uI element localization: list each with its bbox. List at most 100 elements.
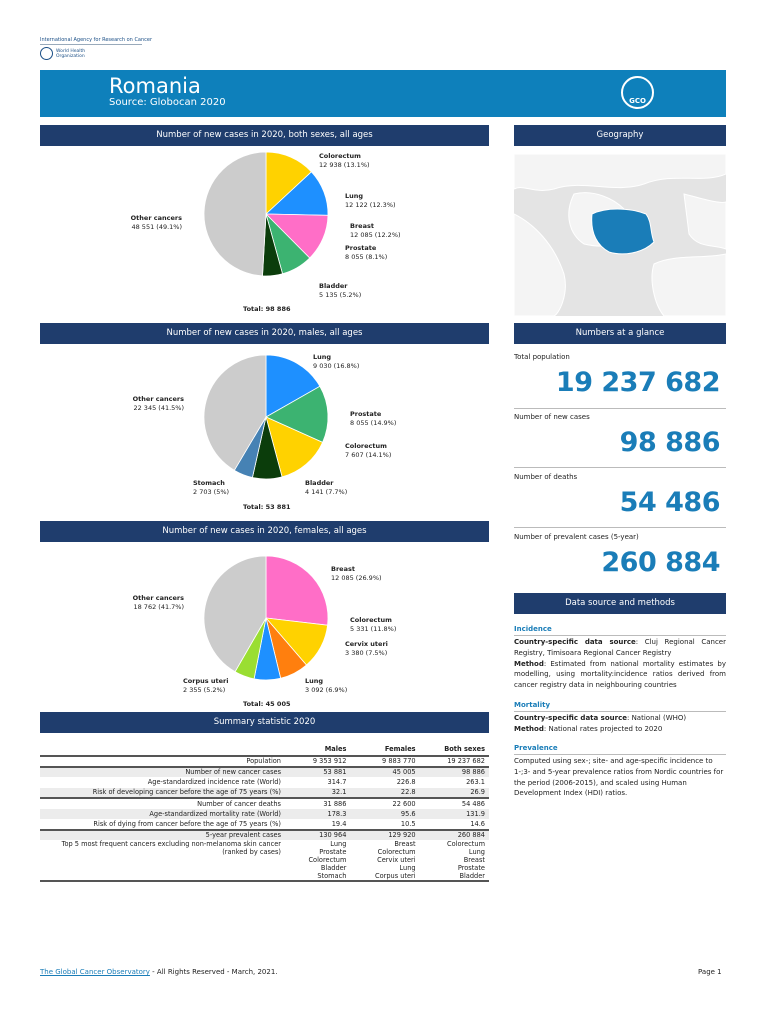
page-header: Romania Source: Globocan 2020 GCO — [40, 70, 726, 117]
pie-females-title: Number of new cases in 2020, females, al… — [40, 521, 489, 542]
table-row: Population 9 353 912 9 883 770 19 237 682 — [40, 756, 489, 767]
pie-label: Other cancers 18 762 (41.7%) — [132, 594, 184, 611]
divider — [514, 467, 726, 468]
table-cell: 95.6 — [350, 808, 420, 819]
pie-slice-other-cancers — [203, 555, 267, 673]
top5-females: Breast Colorectum Cervix uteri Lung Corpus u… — [350, 840, 420, 882]
pie-label: Lung 3 092 (6.9%) — [305, 677, 348, 694]
pie-label: Lung 12 122 (12.3%) — [345, 192, 396, 209]
col-both: Both sexes — [419, 742, 489, 757]
table-row: Age-standardized incidence rate (World) 3… — [40, 777, 489, 788]
pie-label: Colorectum 7 607 (14.1%) — [345, 442, 392, 459]
pie-slice-breast — [265, 555, 329, 626]
prevalence-text: Computed using sex-; site- and age-speci… — [514, 757, 724, 798]
table-cell: 260 884 — [419, 828, 489, 840]
table-cell: 53 881 — [285, 765, 351, 777]
top5-both: Colorectum Lung Breast Prostate Bladder — [419, 840, 489, 882]
table-cell: 22.8 — [350, 787, 420, 798]
summary-title: Summary statistic 2020 — [40, 712, 489, 733]
pie-total: Total: 98 886 — [243, 305, 291, 313]
table-cell: 226.8 — [396, 778, 416, 787]
pie-label: Stomach 2 703 (5%) — [193, 479, 230, 496]
gco-link[interactable]: The Global Cancer Observatory — [40, 968, 150, 976]
row-label: Risk of dying from cancer before the age… — [93, 819, 281, 828]
pie-slice-lung — [265, 354, 321, 418]
table-cell: 22 600 — [350, 797, 420, 809]
table-cell: 54 486 — [419, 797, 489, 809]
table-cell: 19 237 682 — [447, 757, 485, 766]
romania-highlight — [591, 208, 655, 255]
pie-label: Prostate 8 055 (14.9%) — [350, 410, 397, 427]
table-cell: 26.9 — [419, 787, 489, 798]
table-cell: 263.1 — [466, 778, 485, 787]
pie-label: Breast 12 085 (26.9%) — [331, 565, 382, 582]
table-cell: 314.7 — [327, 778, 347, 787]
table-row: 5-year prevalent cases 130 964 129 920 260 … — [40, 828, 489, 840]
pie-label: Other cancers 48 551 (49.1%) — [130, 214, 182, 231]
pie-slice-prostate — [265, 385, 329, 443]
glance-value: 98 886 — [619, 427, 721, 458]
footer-text: The Global Cancer Observatory - All Righ… — [40, 968, 278, 976]
table-cell: 129 920 — [350, 828, 420, 840]
table-cell: 9 353 912 — [312, 757, 347, 766]
row-label: Top 5 most frequent cancers excluding no… — [40, 840, 285, 882]
glance-value: 19 237 682 — [555, 367, 721, 398]
pie-label: Bladder 5 135 (5.2%) — [319, 282, 362, 299]
pie-males-title: Number of new cases in 2020, males, all … — [40, 323, 489, 344]
pie-both-title: Number of new cases in 2020, both sexes,… — [40, 125, 489, 146]
page-number: Page 1 — [698, 968, 722, 976]
row-label: Number of cancer deaths — [40, 797, 285, 809]
pie-total: Total: 53 881 — [243, 503, 291, 511]
glance-value: 260 884 — [601, 547, 720, 578]
summary-table: Males Females Both sexes Population 9 353 9… — [40, 742, 489, 882]
glance-value: 54 486 — [619, 487, 721, 518]
glance-label: Number of new cases — [514, 413, 590, 421]
row-label: Risk of developing cancer before the age… — [40, 787, 285, 798]
table-cell: 45 005 — [350, 765, 420, 777]
pie-slice-other-cancers — [203, 151, 267, 277]
pie-label: Lung 9 030 (16.8%) — [313, 353, 360, 370]
table-cell: 19.4 — [331, 819, 347, 828]
who-logo: World Health Organization — [40, 47, 88, 60]
glance-label: Number of deaths — [514, 473, 578, 481]
source-subtitle: Source: Globocan 2020 — [109, 97, 226, 108]
row-label: Age-standardized mortality rate (World) — [40, 808, 285, 819]
prevalence-heading: Prevalence — [514, 744, 726, 755]
pie-label: Corpus uteri 2 355 (5.2%) — [183, 677, 229, 694]
table-cell: 10.5 — [400, 819, 416, 828]
table-cell: 14.6 — [470, 819, 485, 828]
pie-label: Colorectum 5 331 (11.8%) — [350, 616, 397, 633]
geography-title: Geography — [514, 125, 726, 146]
pie-slice-colorectum — [265, 416, 324, 478]
table-cell: 130 964 — [285, 828, 351, 840]
table-row: Age-standardized mortality rate (World) 1… — [40, 808, 489, 819]
row-label: Population — [246, 757, 281, 766]
row-label: Number of new cancer cases — [40, 765, 285, 777]
pie-charts — [203, 151, 329, 681]
glance-label: Number of prevalent cases (5-year) — [514, 533, 639, 541]
mortality-text: Country-specific data source: National (… — [514, 714, 687, 733]
table-row: Number of new cancer cases 53 881 45 005 98… — [40, 765, 489, 777]
table-cell: 131.9 — [419, 808, 489, 819]
table-cell: 98 886 — [419, 765, 489, 777]
datasource-title: Data source and methods — [514, 593, 726, 614]
table-cell: 32.1 — [285, 787, 351, 798]
gco-logo-icon: GCO — [621, 76, 654, 109]
country-title: Romania — [109, 74, 201, 98]
pie-label: Colorectum 12 938 (13.1%) — [319, 152, 370, 169]
who-text: World Health Organization — [56, 48, 86, 59]
mortality-heading: Mortality — [514, 701, 726, 712]
pie-label: Other cancers 22 345 (41.5%) — [132, 395, 184, 412]
incidence-text: Country-specific data source: Cluj Regio… — [514, 638, 726, 690]
row-label: Age-standardized incidence rate (World) — [147, 778, 281, 787]
pie-label: Cervix uteri 3 380 (7.5%) — [345, 640, 388, 657]
col-males: Males — [285, 742, 351, 757]
col-females: Females — [350, 742, 420, 757]
divider — [514, 408, 726, 409]
pie-label: Bladder 4 141 (7.7%) — [305, 479, 348, 496]
table-cell: 31 886 — [285, 797, 351, 809]
pie-total: Total: 45 005 — [243, 700, 291, 708]
table-row: Number of cancer deaths 31 886 22 600 54 48… — [40, 797, 489, 809]
table-row: Risk of developing cancer before the age… — [40, 787, 489, 798]
pie-label: Breast 12 085 (12.2%) — [350, 222, 401, 239]
